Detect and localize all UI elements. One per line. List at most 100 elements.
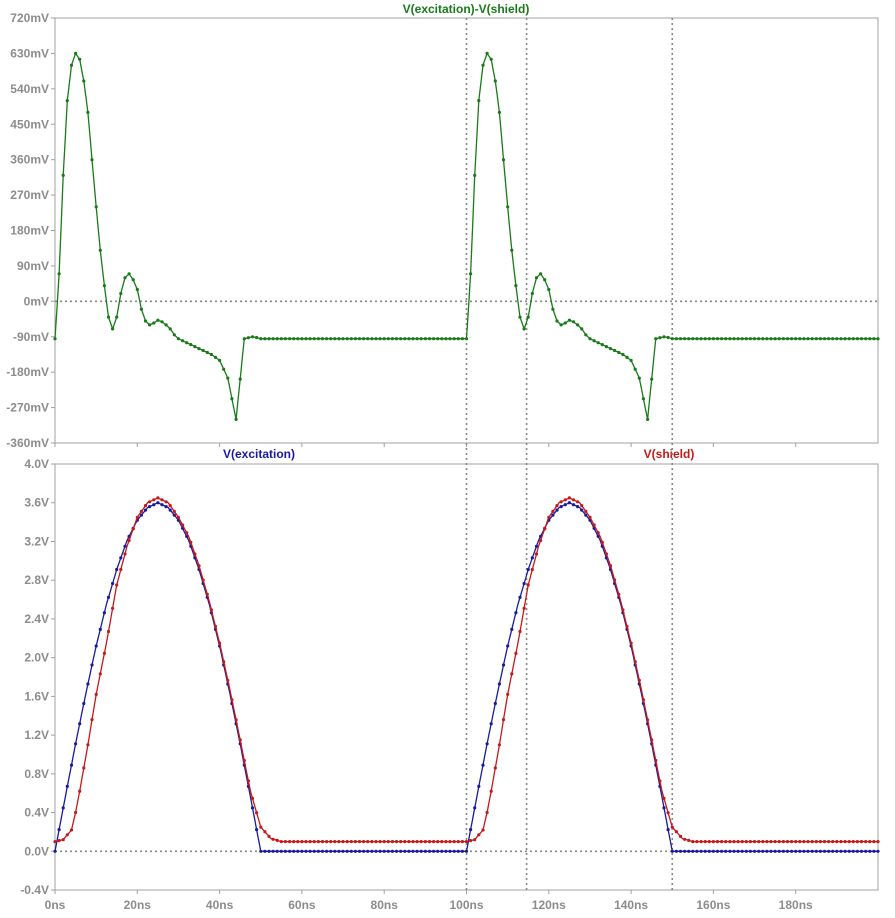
data-point bbox=[329, 840, 333, 844]
data-point bbox=[444, 337, 448, 341]
data-point bbox=[522, 606, 526, 610]
data-point bbox=[810, 337, 814, 341]
data-point bbox=[699, 337, 703, 341]
data-point bbox=[822, 849, 827, 853]
data-point bbox=[320, 849, 325, 853]
data-point bbox=[160, 503, 164, 507]
data-point bbox=[608, 564, 613, 568]
data-point bbox=[390, 849, 394, 853]
data-point bbox=[506, 205, 510, 209]
data-point bbox=[473, 806, 477, 810]
data-point bbox=[576, 323, 580, 327]
data-point bbox=[74, 51, 78, 56]
data-point bbox=[559, 323, 563, 327]
data-point bbox=[74, 742, 78, 746]
data-point bbox=[806, 840, 810, 844]
data-point bbox=[246, 779, 250, 783]
data-point bbox=[650, 377, 654, 381]
data-point bbox=[263, 830, 267, 834]
bottom-plot-frame bbox=[54, 463, 879, 891]
data-point bbox=[143, 319, 148, 323]
data-point bbox=[78, 57, 82, 61]
data-point bbox=[419, 849, 423, 853]
data-point bbox=[205, 350, 209, 355]
data-point bbox=[501, 663, 506, 667]
data-point bbox=[732, 337, 736, 341]
data-point bbox=[275, 849, 279, 853]
data-point bbox=[567, 501, 572, 505]
data-point bbox=[773, 849, 777, 853]
data-point bbox=[436, 849, 440, 853]
top-y-tick-label: 540mV bbox=[10, 82, 49, 96]
data-point bbox=[646, 417, 650, 421]
data-point bbox=[357, 840, 362, 844]
data-point bbox=[69, 763, 74, 767]
top-y-tick-label: 630mV bbox=[10, 46, 49, 60]
data-point bbox=[670, 825, 674, 829]
data-point bbox=[308, 840, 312, 844]
x-tick-label: 100ns bbox=[449, 898, 483, 912]
data-point bbox=[271, 837, 275, 841]
data-point bbox=[876, 337, 880, 341]
data-point bbox=[423, 840, 427, 844]
data-point bbox=[489, 57, 493, 61]
data-point bbox=[818, 849, 823, 853]
data-point bbox=[98, 248, 102, 252]
data-point bbox=[864, 337, 868, 341]
data-point bbox=[493, 701, 497, 706]
data-point bbox=[131, 527, 135, 531]
data-point bbox=[827, 840, 831, 844]
data-point bbox=[271, 337, 275, 341]
data-point bbox=[769, 337, 773, 341]
data-point bbox=[337, 840, 341, 844]
data-point bbox=[304, 840, 308, 844]
data-point bbox=[473, 838, 477, 842]
data-point bbox=[707, 840, 711, 844]
data-point bbox=[399, 840, 403, 844]
data-point bbox=[139, 509, 143, 513]
data-point bbox=[658, 336, 662, 340]
data-point bbox=[493, 766, 497, 770]
data-point bbox=[148, 505, 152, 509]
data-point bbox=[822, 337, 827, 341]
data-point bbox=[584, 513, 588, 517]
cursor-lines[interactable] bbox=[465, 18, 674, 890]
bottom-y-tick-label: 3.6V bbox=[24, 496, 49, 510]
data-point bbox=[411, 337, 415, 341]
series-points bbox=[53, 496, 880, 844]
data-point bbox=[452, 337, 456, 341]
data-point bbox=[415, 840, 419, 844]
data-point bbox=[855, 337, 860, 341]
data-point bbox=[407, 849, 411, 853]
data-point bbox=[744, 840, 748, 844]
data-point bbox=[234, 417, 238, 421]
data-point bbox=[427, 337, 432, 341]
data-point bbox=[386, 840, 390, 844]
data-point bbox=[374, 840, 378, 844]
data-point bbox=[695, 337, 699, 341]
data-point bbox=[543, 527, 547, 531]
data-point bbox=[341, 849, 345, 853]
data-point bbox=[481, 763, 485, 767]
data-point bbox=[477, 833, 481, 837]
data-point bbox=[263, 849, 267, 853]
top-y-tick-label: -90mV bbox=[13, 330, 49, 344]
top-y-axis-ticks: 720mV 630mV 540mV 450mV 360mV 270mV 180mV 90mV 0… bbox=[6, 11, 55, 450]
data-point bbox=[238, 738, 242, 742]
data-point bbox=[139, 307, 143, 311]
data-point bbox=[259, 849, 263, 853]
data-point bbox=[748, 337, 753, 341]
data-point bbox=[374, 337, 378, 341]
data-point bbox=[670, 337, 674, 341]
data-point bbox=[757, 337, 761, 341]
data-point bbox=[711, 337, 716, 341]
data-point bbox=[530, 567, 534, 572]
top-plot-series bbox=[53, 51, 880, 421]
data-point bbox=[86, 110, 90, 114]
data-point bbox=[127, 538, 131, 543]
data-point bbox=[333, 337, 337, 341]
data-point bbox=[814, 337, 818, 341]
data-point bbox=[592, 339, 596, 343]
data-point bbox=[736, 840, 740, 844]
data-point bbox=[843, 840, 847, 844]
